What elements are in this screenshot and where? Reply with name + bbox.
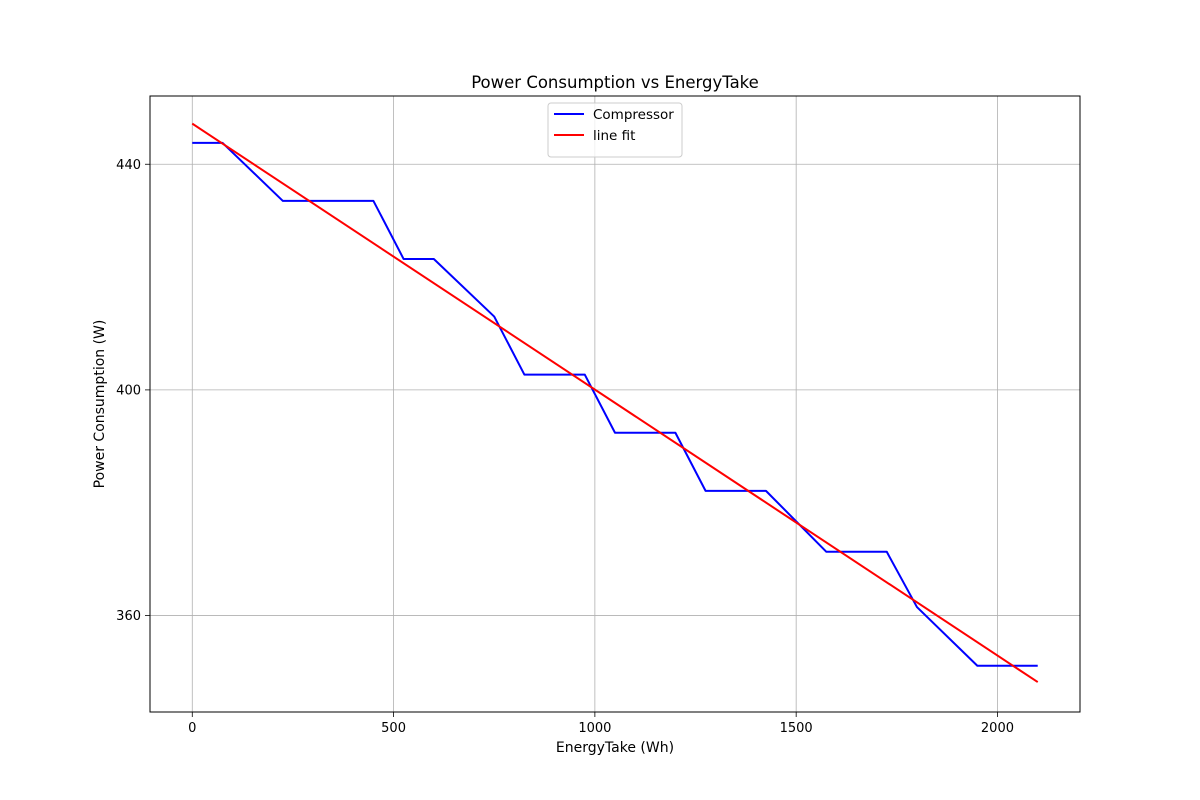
plot-frame bbox=[149, 95, 1081, 713]
x-tick-label: 0 bbox=[188, 721, 196, 736]
legend-label: line fit bbox=[593, 128, 635, 144]
legend-box bbox=[547, 102, 683, 158]
series-line-compressor bbox=[192, 141, 1038, 667]
x-axis-label: EnergyTake (Wh) bbox=[556, 740, 674, 756]
x-tick-label: 500 bbox=[381, 721, 406, 736]
y-tick-label: 440 bbox=[116, 158, 141, 173]
y-tick-label: 360 bbox=[116, 609, 141, 624]
series-line-line-fit bbox=[191, 122, 1039, 683]
ticks: 0 500 1000 1500 2000 360 400 440 bbox=[116, 158, 1014, 736]
chart-title: Power Consumption vs EnergyTake bbox=[471, 73, 759, 92]
x-tick-label: 2000 bbox=[981, 721, 1014, 736]
legend: Compressor line fit bbox=[547, 102, 683, 158]
legend-label: Compressor bbox=[593, 107, 674, 123]
y-tick-label: 400 bbox=[116, 383, 141, 398]
x-tick-label: 1500 bbox=[780, 721, 813, 736]
y-axis-label: Power Consumption (W) bbox=[92, 320, 108, 489]
plot-series bbox=[191, 122, 1039, 683]
x-tick-label: 1000 bbox=[578, 721, 611, 736]
